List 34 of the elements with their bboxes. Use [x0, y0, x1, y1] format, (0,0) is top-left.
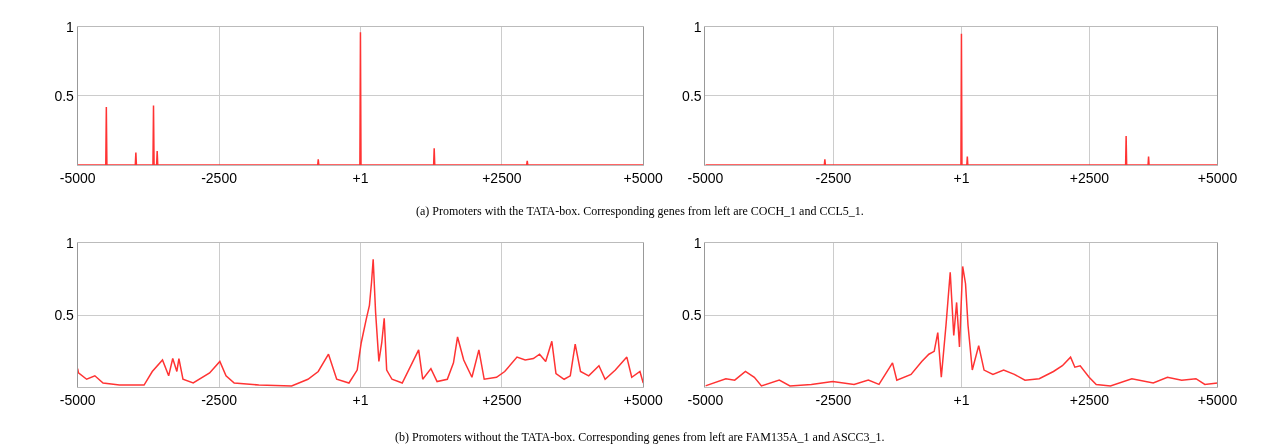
x-tick-label: +5000	[1197, 392, 1238, 409]
x-tick-label: -2500	[815, 169, 852, 186]
text: (b) Promoters without the TATA-box. Corresponding genes from left are FAM135A_1 and ASCC3_1.	[395, 430, 885, 444]
x-tick-label: +1	[352, 392, 369, 409]
y-tick-label: 0.5	[682, 87, 702, 104]
x-tick-label: +1	[953, 169, 970, 186]
x-tick-label: -5000	[59, 169, 96, 186]
x-tick-label: +5000	[1197, 169, 1238, 186]
y-tick-label: 0.5	[54, 87, 75, 104]
line-series	[705, 32, 1218, 165]
y-tick-label: 1	[693, 235, 702, 252]
y-tick-label: 1	[693, 18, 702, 35]
y-tick-label: 1	[66, 18, 75, 35]
x-tick-label: +2500	[1069, 392, 1110, 409]
y-tick-label: 0.5	[682, 307, 702, 324]
x-tick-label: +2500	[482, 392, 522, 409]
x-tick-label: +2500	[1069, 169, 1110, 186]
x-tick-label: -2500	[815, 392, 852, 409]
x-tick-label: +1	[953, 392, 970, 409]
x-tick-label: +5000	[623, 392, 664, 409]
x-tick-label: -5000	[687, 169, 724, 186]
x-tick-label: -2500	[201, 169, 238, 186]
x-tick-label: +2500	[482, 169, 522, 186]
x-tick-label: -5000	[59, 392, 96, 409]
y-tick-label: 1	[66, 235, 75, 252]
line-series	[705, 265, 1218, 387]
x-tick-label: +5000	[623, 169, 664, 186]
x-tick-label: -2500	[201, 392, 238, 409]
y-tick-label: 0.5	[54, 307, 75, 324]
text: (a) Promoters with the TATA-box. Corresponding genes from left are COCH_1 and CCL5_1.	[416, 204, 864, 218]
line-series	[77, 31, 644, 165]
line-series	[77, 258, 644, 387]
x-tick-label: +1	[352, 169, 369, 186]
x-tick-label: -5000	[687, 392, 724, 409]
